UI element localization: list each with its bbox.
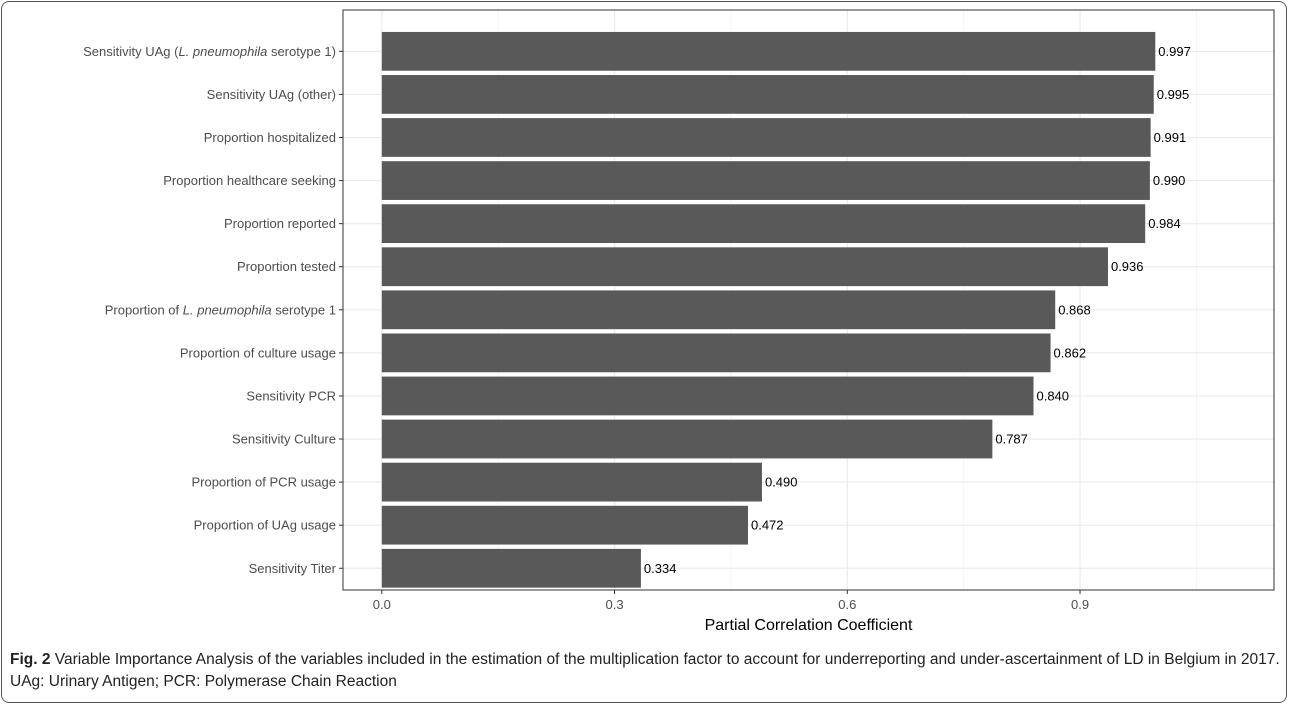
bar-value-label: 0.997 — [1158, 44, 1191, 59]
y-tick-label: Proportion hospitalized — [204, 130, 336, 145]
x-tick-label: 0.9 — [1071, 597, 1089, 612]
x-axis-title: Partial Correlation Coefficient — [705, 617, 913, 634]
y-tick-label: Proportion of UAg usage — [194, 518, 336, 533]
bar — [381, 419, 993, 459]
bar-value-label: 0.862 — [1054, 345, 1087, 360]
y-tick-label: Proportion reported — [224, 216, 336, 231]
bar-value-label: 0.840 — [1036, 388, 1069, 403]
bar — [381, 118, 1151, 157]
y-tick-label: Proportion of L. pneumophila serotype 1 — [105, 302, 336, 317]
bar — [381, 376, 1034, 416]
bar-value-label: 0.984 — [1148, 216, 1181, 231]
bar — [381, 204, 1146, 244]
y-tick-label: Sensitivity PCR — [246, 388, 336, 403]
bars — [381, 31, 1156, 588]
bar — [381, 161, 1150, 200]
caption-label: Fig. 2 — [10, 651, 51, 668]
y-axis: Sensitivity UAg (L. pneumophila serotype… — [83, 44, 343, 576]
y-tick-label: Sensitivity UAg (other) — [207, 87, 336, 102]
y-tick-label: Proportion healthcare seeking — [163, 173, 336, 188]
bar-value-label: 0.868 — [1058, 302, 1091, 317]
y-tick-label: Sensitivity Titer — [249, 561, 337, 576]
bar — [381, 505, 748, 545]
bar — [381, 462, 762, 502]
value-labels: 0.997 0.995 0.991 0.990 0.984 0.936 0.868 0.862… — [644, 44, 1191, 576]
bar — [381, 31, 1156, 71]
bar-value-label: 0.787 — [995, 432, 1028, 447]
y-tick-label: Proportion of culture usage — [180, 345, 336, 360]
y-tick-label: Proportion tested — [237, 259, 336, 274]
bar-value-label: 0.936 — [1111, 259, 1144, 274]
y-tick-label: Sensitivity Culture — [232, 432, 336, 447]
bar-value-label: 0.990 — [1153, 173, 1186, 188]
x-tick-label: 0.3 — [606, 597, 624, 612]
bar — [381, 333, 1051, 373]
bar — [381, 290, 1056, 330]
y-tick-label: Sensitivity UAg (L. pneumophila serotype… — [83, 44, 336, 59]
plot-panel-border — [342, 9, 1275, 591]
bar-value-label: 0.995 — [1157, 87, 1190, 102]
bar-value-label: 0.334 — [644, 561, 677, 576]
bar-value-label: 0.991 — [1154, 130, 1187, 145]
bar-value-label: 0.472 — [751, 518, 784, 533]
bar — [381, 548, 641, 588]
x-tick-label: 0.6 — [838, 597, 856, 612]
bar-value-label: 0.490 — [765, 475, 798, 490]
figure-caption: Fig. 2 Variable Importance Analysis of t… — [10, 649, 1280, 693]
bar — [381, 247, 1108, 287]
bar-chart: 0.997 0.995 0.991 0.990 0.984 0.936 0.868 0.862… — [83, 9, 1275, 634]
caption-text: Variable Importance Analysis of the vari… — [10, 651, 1280, 690]
x-tick-label: 0.0 — [373, 597, 391, 612]
bar — [381, 75, 1154, 114]
x-axis: 0.0 0.3 0.6 0.9 — [373, 590, 1089, 612]
y-tick-label: Proportion of PCR usage — [191, 475, 336, 490]
